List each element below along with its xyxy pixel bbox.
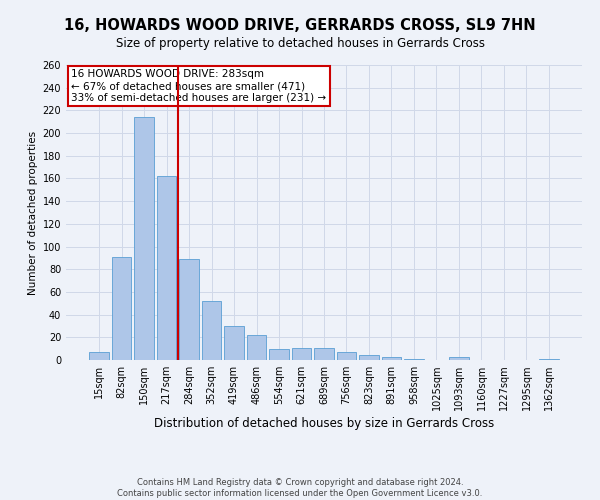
Bar bbox=[179, 259, 199, 360]
Bar bbox=[112, 257, 131, 360]
Bar bbox=[404, 359, 424, 360]
Bar bbox=[314, 348, 334, 360]
Y-axis label: Number of detached properties: Number of detached properties bbox=[28, 130, 38, 294]
X-axis label: Distribution of detached houses by size in Gerrards Cross: Distribution of detached houses by size … bbox=[154, 418, 494, 430]
Bar bbox=[337, 352, 356, 360]
Bar bbox=[224, 326, 244, 360]
Bar bbox=[157, 176, 176, 360]
Bar bbox=[292, 348, 311, 360]
Text: 16 HOWARDS WOOD DRIVE: 283sqm
← 67% of detached houses are smaller (471)
33% of : 16 HOWARDS WOOD DRIVE: 283sqm ← 67% of d… bbox=[71, 70, 326, 102]
Bar bbox=[202, 301, 221, 360]
Text: Size of property relative to detached houses in Gerrards Cross: Size of property relative to detached ho… bbox=[115, 38, 485, 51]
Text: Contains HM Land Registry data © Crown copyright and database right 2024.
Contai: Contains HM Land Registry data © Crown c… bbox=[118, 478, 482, 498]
Bar bbox=[134, 117, 154, 360]
Bar bbox=[359, 356, 379, 360]
Bar bbox=[89, 352, 109, 360]
Bar bbox=[382, 356, 401, 360]
Text: 16, HOWARDS WOOD DRIVE, GERRARDS CROSS, SL9 7HN: 16, HOWARDS WOOD DRIVE, GERRARDS CROSS, … bbox=[64, 18, 536, 32]
Bar bbox=[539, 359, 559, 360]
Bar bbox=[449, 356, 469, 360]
Bar bbox=[247, 335, 266, 360]
Bar bbox=[269, 348, 289, 360]
